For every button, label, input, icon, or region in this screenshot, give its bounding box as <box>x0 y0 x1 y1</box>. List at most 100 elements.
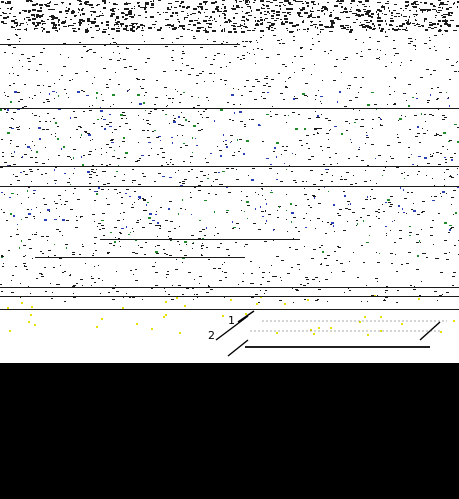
noise-speck <box>417 126 419 128</box>
noise-speck <box>350 26 351 28</box>
noise-speck <box>361 51 362 52</box>
noise-speck <box>385 202 387 203</box>
noise-speck <box>55 183 56 184</box>
noise-speck <box>396 271 398 272</box>
noise-speck <box>330 14 332 16</box>
noise-speck <box>80 137 81 138</box>
noise-speck <box>215 8 217 10</box>
noise-speck <box>383 300 386 301</box>
noise-speck <box>96 16 100 17</box>
noise-speck <box>43 198 45 199</box>
noise-speck <box>202 117 203 118</box>
noise-speck <box>38 127 41 129</box>
noise-speck <box>26 17 30 18</box>
noise-speck <box>224 10 227 12</box>
noise-speck <box>264 293 265 294</box>
noise-speck <box>184 255 187 256</box>
noise-speck <box>169 177 172 178</box>
noise-speck <box>145 17 147 18</box>
noise-speck <box>452 285 454 286</box>
noise-speck <box>24 84 26 85</box>
noise-speck <box>17 224 18 225</box>
noise-speck <box>11 118 13 119</box>
noise-speck <box>24 106 27 107</box>
noise-speck <box>21 203 22 204</box>
noise-speck <box>260 290 261 291</box>
noise-speck <box>377 14 379 15</box>
noise-speck <box>47 3 50 4</box>
noise-speck <box>28 197 29 198</box>
noise-speck <box>3 263 4 264</box>
noise-speck <box>320 264 322 265</box>
noise-speck <box>101 154 102 155</box>
noise-speck <box>367 165 369 166</box>
noise-speck <box>32 9 36 11</box>
noise-speck <box>56 229 59 230</box>
noise-speck <box>265 18 268 19</box>
noise-speck <box>276 256 279 257</box>
noise-speck <box>385 297 388 298</box>
noise-speck <box>79 21 81 22</box>
noise-speck <box>73 173 74 174</box>
noise-speck <box>239 228 240 229</box>
noise-speck <box>215 194 217 195</box>
noise-speck <box>193 107 195 108</box>
noise-speck <box>10 140 12 141</box>
noise-speck <box>8 165 11 166</box>
noise-speck <box>398 28 399 30</box>
noise-speck <box>185 145 188 146</box>
noise-speck <box>197 297 198 298</box>
noise-speck <box>156 253 159 254</box>
noise-speck <box>51 22 55 24</box>
noise-speck <box>3 13 7 14</box>
noise-speck <box>369 27 372 29</box>
noise-speck <box>358 92 359 93</box>
noise-speck <box>317 128 320 129</box>
noise-speck <box>115 72 116 73</box>
noise-speck <box>430 156 433 157</box>
noise-speck <box>445 159 447 160</box>
noise-speck <box>397 134 398 135</box>
noise-speck <box>369 37 371 38</box>
noise-speck <box>367 301 368 302</box>
noise-speck <box>286 194 287 195</box>
noise-speck <box>36 70 38 71</box>
noise-speck <box>260 284 262 285</box>
noise-speck <box>312 7 313 9</box>
noise-speck <box>91 171 93 172</box>
noise-speck <box>129 10 132 11</box>
noise-speck <box>208 26 209 27</box>
noise-speck <box>279 43 281 44</box>
noise-speck <box>311 156 314 157</box>
noise-speck <box>266 5 269 7</box>
noise-speck <box>182 135 183 136</box>
noise-speck <box>89 183 91 184</box>
noise-speck <box>431 196 432 197</box>
noise-speck <box>114 241 116 243</box>
noise-speck <box>401 323 403 325</box>
bracket-left <box>227 339 249 357</box>
noise-speck <box>429 48 431 49</box>
noise-speck <box>372 119 374 120</box>
noise-speck <box>262 195 263 196</box>
noise-speck <box>281 39 282 40</box>
noise-speck <box>215 1 217 3</box>
noise-speck <box>141 88 144 89</box>
noise-speck <box>87 20 90 22</box>
noise-speck <box>100 15 104 16</box>
noise-speck <box>280 19 282 20</box>
noise-speck <box>9 127 12 128</box>
noise-speck <box>434 35 437 36</box>
noise-speck <box>169 238 172 239</box>
noise-speck <box>373 198 376 199</box>
noise-speck <box>264 19 265 21</box>
noise-speck <box>262 189 263 190</box>
noise-speck <box>59 28 60 30</box>
noise-speck <box>207 178 209 179</box>
noise-speck <box>52 91 55 92</box>
noise-speck <box>118 84 120 85</box>
noise-speck <box>229 21 232 22</box>
noise-speck <box>315 277 318 278</box>
noise-speck <box>27 0 31 1</box>
noise-speck <box>62 21 63 23</box>
